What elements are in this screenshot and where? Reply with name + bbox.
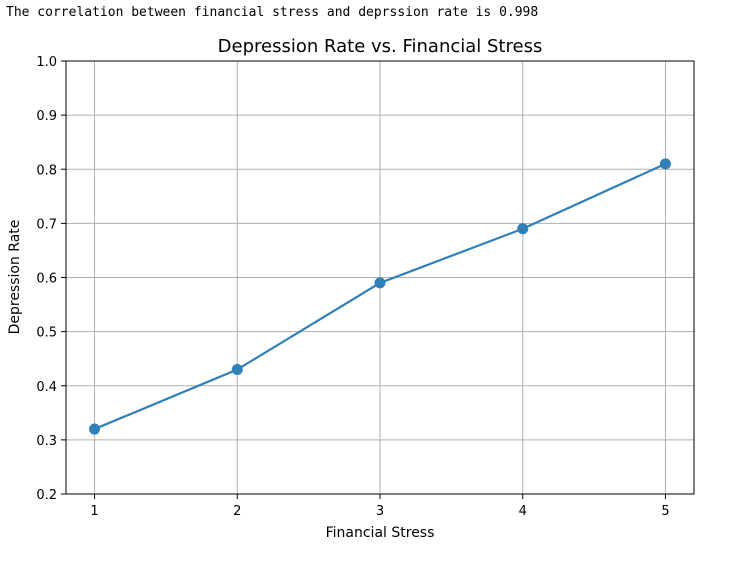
data-point <box>89 423 101 435</box>
y-tick-label: 0.8 <box>36 163 57 178</box>
data-point <box>374 277 386 289</box>
x-tick-label: 1 <box>90 504 98 519</box>
chart-title: Depression Rate vs. Financial Stress <box>218 36 543 57</box>
y-tick-label: 1.0 <box>36 55 57 70</box>
x-tick-label: 3 <box>376 504 384 519</box>
series-line-group <box>89 158 671 435</box>
x-tick-label: 4 <box>519 504 527 519</box>
y-axis-label: Depression Rate <box>7 220 23 335</box>
y-tick-label: 0.2 <box>36 488 57 503</box>
x-tick-label: 2 <box>233 504 241 519</box>
data-point <box>659 158 671 170</box>
x-axis-label: Financial Stress <box>326 525 435 541</box>
y-tick-label: 0.9 <box>36 109 57 124</box>
y-tick-label: 0.6 <box>36 272 57 287</box>
data-point <box>517 223 529 235</box>
y-tick-label: 0.5 <box>36 326 57 341</box>
y-tick-label: 0.7 <box>36 217 57 232</box>
data-point <box>231 364 243 376</box>
y-tick-label: 0.3 <box>36 434 57 449</box>
axis-ticks: 1 2 3 4 5 0.2 0.3 0.4 0.5 0.6 0.7 0.8 0.9 1.0 <box>36 55 669 519</box>
x-tick-label: 5 <box>661 504 669 519</box>
output-text: The correlation between financial stress… <box>6 5 539 20</box>
y-tick-label: 0.4 <box>36 380 57 395</box>
